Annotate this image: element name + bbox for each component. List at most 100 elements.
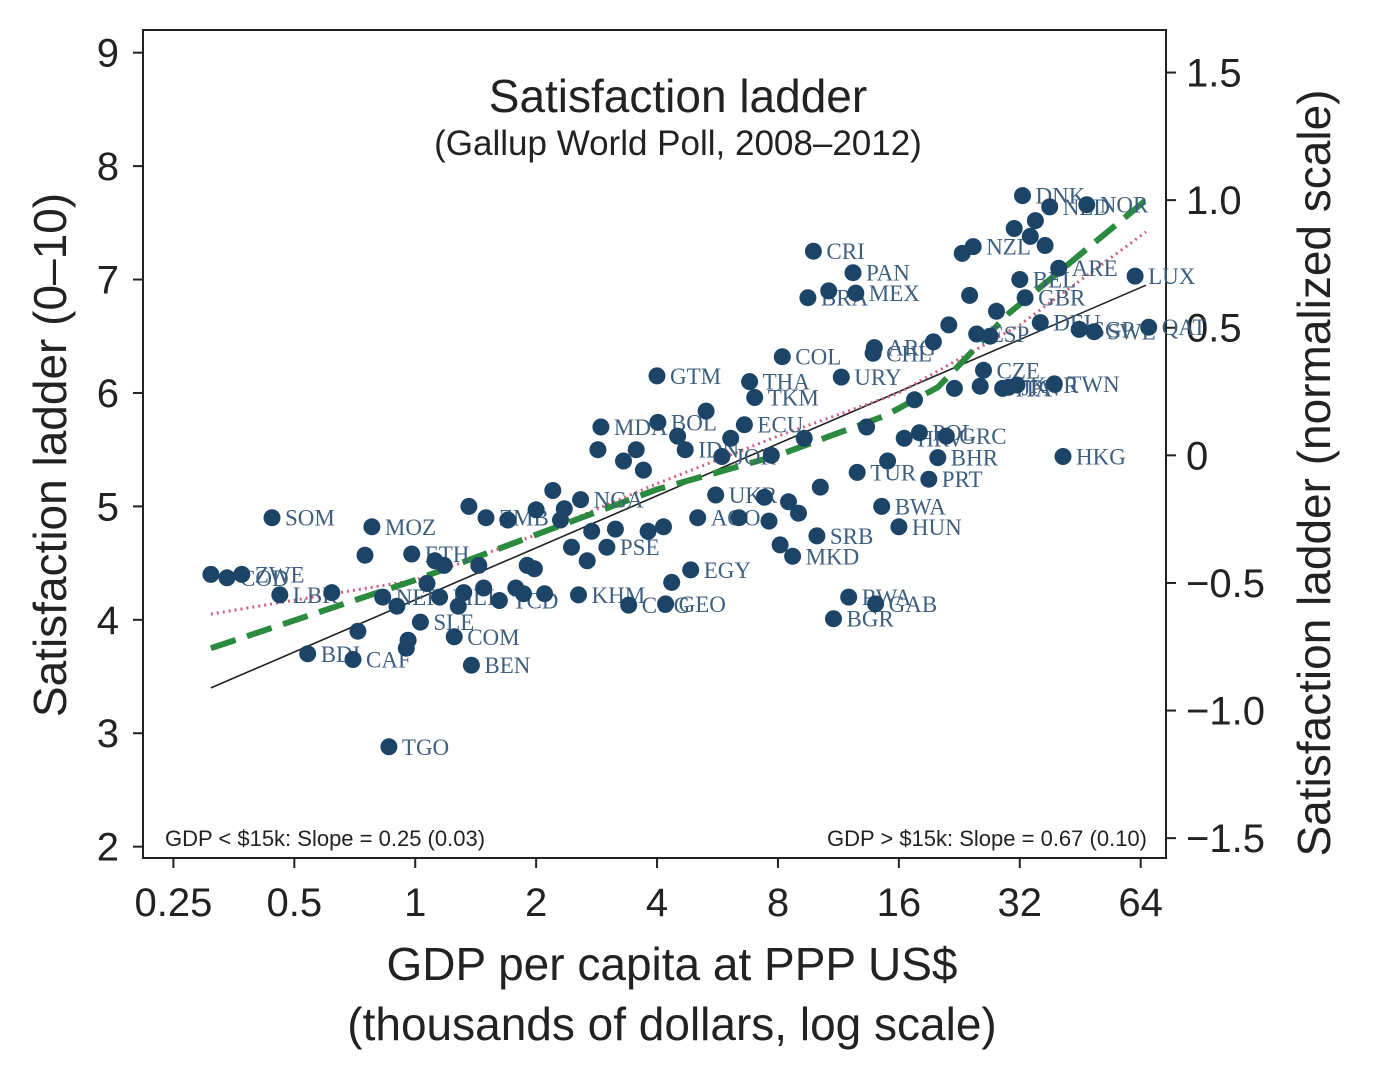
x-tick-label: 8: [767, 881, 789, 925]
data-point: [676, 441, 694, 459]
data-point: [784, 547, 802, 565]
data-point: [323, 584, 341, 602]
data-point: [879, 452, 897, 470]
data-point: [470, 556, 488, 574]
data-point: [218, 569, 236, 587]
data-point: [780, 493, 797, 511]
y-tick-label: 7: [97, 259, 119, 303]
x-tick-label: 0.5: [267, 881, 323, 925]
data-point: [1054, 448, 1072, 465]
y-axis-left-title: Satisfaction ladder (0–10): [24, 193, 76, 717]
point-label: COL: [795, 345, 841, 370]
data-point: [606, 520, 624, 538]
data-point: [515, 585, 532, 603]
y-axis-left: 2 3 4 5 6 7 8 9: [97, 32, 143, 870]
data-point: [460, 497, 478, 515]
data-point: [388, 597, 406, 615]
point-label: PAN: [866, 261, 910, 286]
data-point: [445, 628, 463, 646]
annotation-low-gdp-slope: GDP < $15k: Slope = 0.25 (0.03): [165, 826, 485, 851]
data-point: [1016, 289, 1034, 307]
y-tick-label: 4: [97, 599, 119, 643]
data-point: [804, 242, 822, 260]
y-tick-label: 9: [97, 32, 119, 76]
data-point: [490, 592, 508, 609]
data-point: [735, 416, 753, 434]
point-label: LUX: [1148, 264, 1196, 289]
data-point: [820, 282, 838, 300]
data-point: [910, 424, 928, 442]
data-point: [771, 536, 789, 554]
point-label: COM: [467, 625, 519, 650]
data-point: [1036, 237, 1054, 254]
data-point: [380, 738, 398, 756]
data-point: [1126, 267, 1144, 285]
y2-tick-label: −1.5: [1186, 817, 1265, 861]
point-label: QAT: [1162, 315, 1207, 340]
data-point: [639, 522, 657, 540]
data-point: [592, 418, 610, 436]
y2-tick-label: 1.0: [1186, 179, 1242, 223]
data-point: [583, 522, 601, 540]
data-point: [840, 588, 858, 606]
data-point: [344, 651, 362, 668]
data-point: [1078, 196, 1096, 214]
y2-tick-label: 0: [1186, 434, 1208, 478]
x-tick-label: 4: [646, 881, 668, 925]
data-point: [790, 504, 807, 522]
x-axis: 0.25 0.5 1 2 4 8 16 32 64: [134, 858, 1163, 925]
data-point: [760, 512, 778, 530]
data-point: [598, 538, 616, 556]
point-label: PRT: [942, 467, 983, 492]
point-label: SRB: [830, 524, 873, 549]
data-point: [1008, 376, 1026, 394]
point-label: TGO: [402, 735, 449, 760]
data-point: [1070, 320, 1088, 338]
data-point: [399, 631, 417, 649]
data-point: [848, 463, 866, 481]
point-label: URY: [854, 365, 902, 390]
data-point: [971, 377, 989, 395]
data-point: [940, 316, 958, 334]
data-point: [773, 348, 791, 366]
y2-tick-label: 1.5: [1186, 52, 1242, 96]
y-axis-right-title: Satisfaction ladder (normalized scale): [1288, 89, 1340, 856]
data-point: [707, 486, 725, 504]
data-point: [499, 511, 517, 529]
point-label: PSE: [620, 535, 660, 560]
data-point: [544, 482, 562, 499]
y-tick-label: 2: [97, 826, 119, 870]
data-point: [572, 491, 590, 509]
y-tick-label: 5: [97, 485, 119, 529]
y-axis-right: −1.5 −1.0 −0.5 0 0.5 1.0 1.5: [1166, 52, 1265, 861]
data-point: [682, 561, 700, 579]
chart-subtitle: (Gallup World Poll, 2008–2012): [434, 124, 922, 163]
data-point: [1050, 259, 1068, 277]
data-point: [844, 264, 862, 282]
data-point: [615, 452, 632, 470]
data-point: [968, 325, 986, 343]
data-point: [811, 478, 829, 496]
chart-title: Satisfaction ladder: [489, 70, 867, 122]
data-point: [403, 545, 421, 563]
plot-frame: [142, 29, 1167, 859]
data-point: [449, 597, 467, 615]
data-point: [563, 538, 580, 556]
data-point: [1026, 212, 1044, 230]
data-point: [435, 556, 453, 574]
data-point: [578, 552, 596, 570]
point-label: ZWE: [255, 562, 305, 587]
data-point: [1031, 314, 1049, 332]
point-label: CHL: [886, 341, 932, 366]
data-point: [431, 588, 449, 606]
point-label: HKG: [1076, 445, 1126, 470]
point-label: BHR: [951, 446, 999, 471]
y2-tick-label: −1.0: [1186, 690, 1265, 734]
data-point: [589, 441, 607, 459]
data-point: [1045, 375, 1063, 393]
data-point: [722, 429, 740, 447]
data-point: [374, 588, 392, 606]
point-label: GTM: [670, 364, 721, 389]
data-point: [570, 586, 587, 604]
data-point: [1021, 227, 1039, 245]
